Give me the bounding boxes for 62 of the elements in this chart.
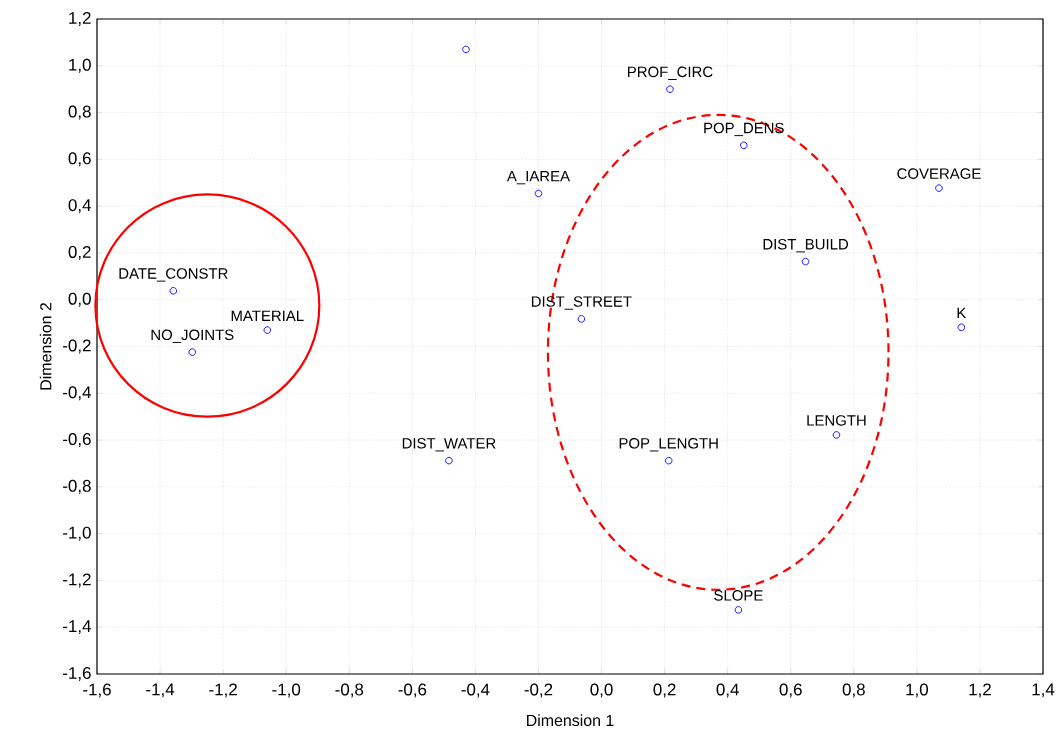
y-tick-label: 0,2 (68, 245, 91, 260)
annotation: COVERAGE (897, 168, 981, 179)
x-tick-label: 1,2 (969, 683, 991, 698)
point (462, 45, 470, 54)
annotation: DIST_WATER (402, 438, 496, 452)
y-tick-label: 1,2 (69, 11, 91, 26)
point (263, 326, 272, 334)
y-axis-title: Dimension 2 (39, 303, 52, 390)
point (577, 315, 586, 323)
x-tick-label: -1,0 (272, 683, 301, 698)
annotation: POP_DENS (704, 122, 784, 137)
point (734, 606, 743, 614)
point (445, 456, 453, 465)
point (957, 323, 966, 332)
annotation: DIST_STREET (531, 296, 632, 310)
y-tick-label: 0,0 (68, 292, 91, 307)
y-tick-label: 0,4 (68, 199, 91, 214)
x-tick-label: -1,2 (209, 683, 237, 698)
x-axis-title: Dimension 1 (527, 714, 614, 727)
x-tick-label: 1,0 (906, 683, 928, 698)
x-tick-label: -1,6 (83, 683, 111, 698)
point (534, 189, 543, 198)
annotation: DATE_CONSTR (119, 268, 228, 282)
x-tick-label: -1,4 (146, 683, 175, 698)
point (740, 141, 748, 150)
point (664, 456, 673, 465)
x-tick-label: 1,4 (1032, 683, 1055, 698)
x-tick-label: 0,8 (842, 683, 865, 698)
point (801, 257, 810, 266)
annotation: DIST_BUILD (763, 238, 849, 253)
y-tick-label: 0,8 (68, 105, 91, 120)
y-tick-label: -0,8 (63, 479, 91, 494)
annotation: POP_LENGTH (619, 438, 718, 452)
y-tick-label: 1,0 (69, 58, 91, 73)
annotation: LENGTH (807, 415, 866, 426)
annotation: SLOPE (714, 590, 763, 601)
annotation: K (957, 307, 967, 319)
x-tick-label: 0,6 (779, 683, 802, 698)
y-tick-label: -1,6 (63, 666, 91, 681)
y-tick-label: -1,4 (63, 620, 91, 635)
point (169, 287, 178, 295)
annotation: NO_JOINTS (151, 329, 234, 343)
x-tick-label: 0,2 (653, 683, 676, 698)
y-tick-label: -1,2 (63, 573, 91, 588)
x-tick-label: -0,8 (335, 683, 364, 698)
x-tick-label: 0,0 (590, 683, 613, 698)
y-tick-label: -0,4 (63, 386, 91, 401)
annotation: MATERIAL (231, 310, 304, 321)
annotation: PROF_CIRC (628, 66, 713, 80)
x-tick-label: -0,4 (461, 683, 490, 698)
point (188, 348, 196, 356)
x-tick-label: -0,6 (398, 683, 427, 698)
y-tick-label: -1,0 (63, 526, 91, 541)
point (832, 431, 841, 439)
x-tick-label: 0,4 (716, 683, 739, 698)
y-tick-label: -0,6 (63, 433, 91, 448)
x-tick-label: -0,2 (524, 683, 553, 698)
y-tick-label: 0,6 (68, 152, 91, 167)
point (666, 85, 674, 93)
point (935, 184, 943, 192)
annotation: A_IAREA (506, 171, 571, 185)
y-tick-label: -0,2 (63, 339, 91, 354)
